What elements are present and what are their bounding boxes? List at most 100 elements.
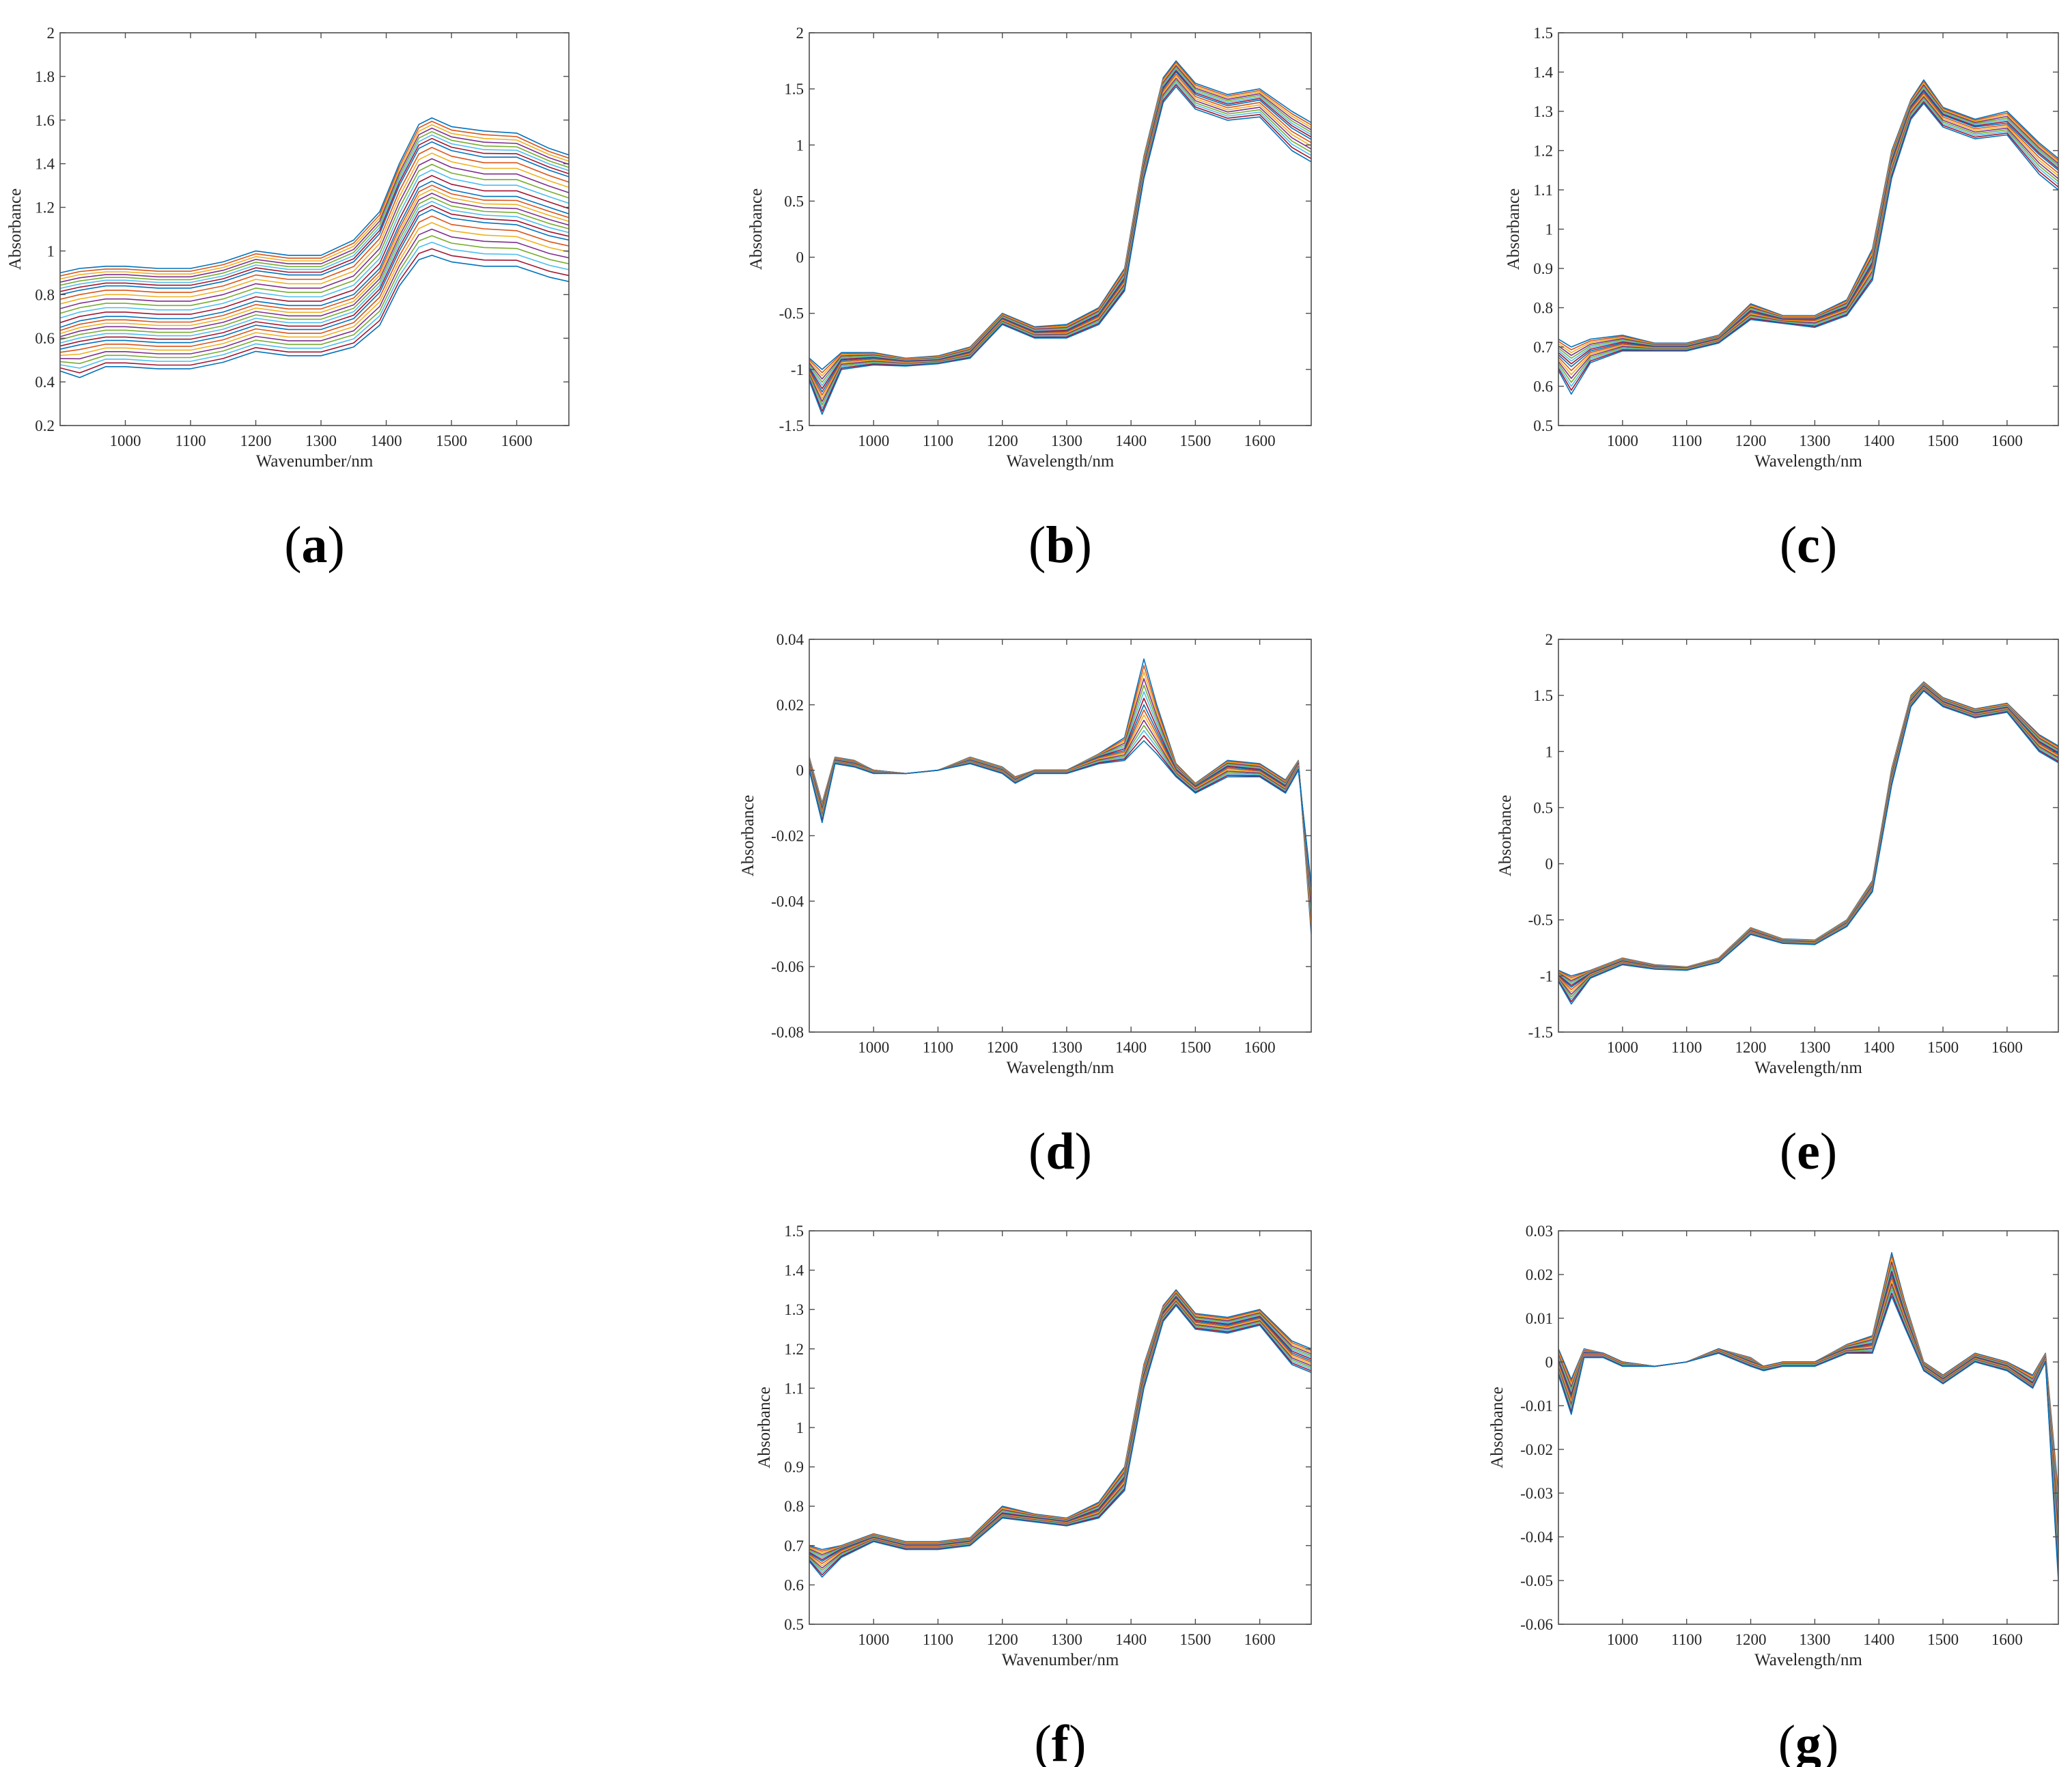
y-tick-label: -1: [791, 361, 804, 378]
series-line-fill-msc-mid-3: [1558, 96, 2058, 379]
panel-caption: (b): [1028, 516, 1092, 574]
caption-open-paren: (: [1778, 1715, 1795, 1767]
y-tick-label: 1.5: [1533, 687, 1553, 704]
series-line-fill-spectrum-max-1: [60, 120, 569, 277]
series-line-fill-msc-sg-mid-6: [809, 1304, 1311, 1576]
series-line-spectrum-upper: [60, 141, 569, 296]
series-line-fill-snv-upper-4: [809, 66, 1311, 383]
series-line-fill-sg-mid-2: [1558, 687, 2058, 993]
x-tick-label: 1000: [110, 432, 141, 449]
x-tick-label: 1000: [858, 1631, 889, 1648]
y-tick-label: 1.6: [35, 112, 55, 129]
panel-caption: (g): [1778, 1715, 1839, 1767]
series-line-snv-upper: [809, 60, 1311, 370]
series-line-fill-snv-upper-6: [809, 70, 1311, 389]
y-tick-label: 0.8: [784, 1498, 804, 1515]
x-axis-label: Wavenumber/nm: [1002, 1651, 1119, 1669]
y-tick-label: 1.2: [35, 199, 55, 217]
series-line-d1-mid: [809, 704, 1311, 902]
x-tick-label: 1300: [305, 432, 337, 449]
series-line-fill-spectrum-lower-3: [60, 228, 569, 360]
y-tick-label: 0.9: [784, 1459, 804, 1476]
y-tick-label: 1.2: [784, 1341, 804, 1358]
y-tick-label: -0.06: [1520, 1616, 1553, 1633]
x-tick-label: 1400: [1115, 432, 1147, 449]
series-line-fill-d1-mid-4: [809, 725, 1311, 892]
series-line-fill-d1-upper-4: [809, 684, 1311, 915]
series-line-fill-msc-sg-upper-3: [809, 1292, 1311, 1555]
series-line-d1-upper: [809, 658, 1311, 934]
plot-frame: [809, 1230, 1312, 1625]
y-tick-label: 0.01: [1526, 1310, 1553, 1327]
panel-f: 1000 1100 1200 1300 1400 1500 1600 0.5 0.6 0.7 0.8…: [755, 1223, 1312, 1767]
y-tick-label: 1.4: [35, 156, 55, 173]
y-tick-label: 0.03: [1526, 1223, 1553, 1240]
y-axis-label: Absorbance: [1504, 189, 1523, 270]
series-line-fill-msc-mid-5: [1558, 99, 2058, 387]
y-tick-label: 0.8: [1533, 300, 1553, 317]
y-axis-label: Absorbance: [739, 795, 757, 876]
x-tick-label: 1300: [1799, 1631, 1830, 1648]
series-line-fill-spectrum-upper-1: [60, 147, 569, 300]
series-line-fill-msc-sg-upper-6: [809, 1296, 1311, 1561]
y-tick-label: 1.3: [784, 1301, 804, 1318]
x-tick-label: 1600: [1244, 432, 1276, 449]
x-tick-label: 1200: [987, 1631, 1018, 1648]
series-line-fill-spectrum-lower-1: [60, 215, 569, 353]
series-line-sg-d1-lower: [1558, 1296, 2058, 1581]
y-tick-label: 0: [796, 762, 804, 779]
x-tick-label: 1500: [1927, 1039, 1959, 1056]
x-tick-label: 1200: [987, 1039, 1018, 1056]
series-line-fill-msc-upper-2: [1558, 83, 2058, 353]
series-group: [1558, 1252, 2058, 1581]
y-axis-label: Absorbance: [755, 1387, 774, 1468]
caption-open-paren: (: [1028, 516, 1046, 574]
x-tick-label: 1500: [436, 432, 467, 449]
y-tick-label: 0.6: [35, 330, 55, 347]
caption-open-paren: (: [1780, 1123, 1797, 1180]
series-line-fill-d1-mid-6: [809, 735, 1311, 887]
x-tick-label: 1200: [987, 432, 1018, 449]
series-line-fill-sg-mid-5: [1558, 688, 2058, 1000]
caption-close-paren: ): [1075, 516, 1092, 574]
y-tick-label: 0.04: [776, 631, 804, 648]
series-line-fill-msc-sg-mid-2: [809, 1299, 1311, 1567]
x-tick-label: 1300: [1799, 432, 1830, 449]
plot-frame: [1558, 639, 2059, 1033]
y-tick-label: 1.8: [35, 68, 55, 85]
x-tick-label: 1200: [1735, 1039, 1767, 1056]
x-tick-label: 1200: [1735, 1631, 1767, 1648]
x-tick-label: 1300: [1051, 1631, 1082, 1648]
series-line-fill-sg-d1-mid-1: [1558, 1277, 2058, 1544]
caption-letter: g: [1795, 1715, 1821, 1767]
series-line-fill-snv-mid-3: [809, 77, 1311, 402]
y-tick-label: 1.4: [1533, 64, 1553, 81]
series-line-fill-d1-mid-1: [809, 709, 1311, 899]
y-tick-label: 1.5: [784, 81, 804, 98]
y-tick-label: -0.01: [1520, 1397, 1553, 1415]
x-tick-label: 1600: [501, 432, 533, 449]
x-tick-label: 1500: [1927, 1631, 1959, 1648]
x-axis-label: Wavenumber/nm: [256, 452, 374, 471]
series-line-fill-spectrum-mid-2: [60, 189, 569, 335]
panel-caption: (e): [1780, 1123, 1837, 1180]
y-tick-label: 1.4: [784, 1262, 804, 1279]
series-line-fill-spectrum-upper-5: [60, 169, 569, 319]
y-tick-label: 0.5: [784, 193, 804, 210]
y-tick-label: 1.1: [1533, 182, 1553, 199]
y-tick-label: 0.02: [776, 697, 804, 714]
series-group: [809, 1289, 1311, 1578]
panel-g: 1000 1100 1200 1300 1400 1500 1600 -0.06 -0.05 -0…: [1488, 1223, 2059, 1767]
y-tick-label: 0.02: [1526, 1266, 1553, 1283]
y-tick-label: 1.1: [784, 1380, 804, 1397]
series-line-msc-sg-lower: [809, 1305, 1311, 1578]
series-line-spectrum-mid: [60, 180, 569, 329]
series-line-spectrum-lower: [60, 209, 569, 350]
caption-letter: f: [1052, 1715, 1070, 1767]
x-tick-label: 1100: [1671, 432, 1702, 449]
series-line-fill-spectrum-mid-6: [60, 205, 569, 347]
y-tick-label: 1: [796, 137, 804, 154]
series-line-fill-spectrum-max-4: [60, 130, 569, 286]
y-tick-label: -0.08: [771, 1024, 804, 1041]
